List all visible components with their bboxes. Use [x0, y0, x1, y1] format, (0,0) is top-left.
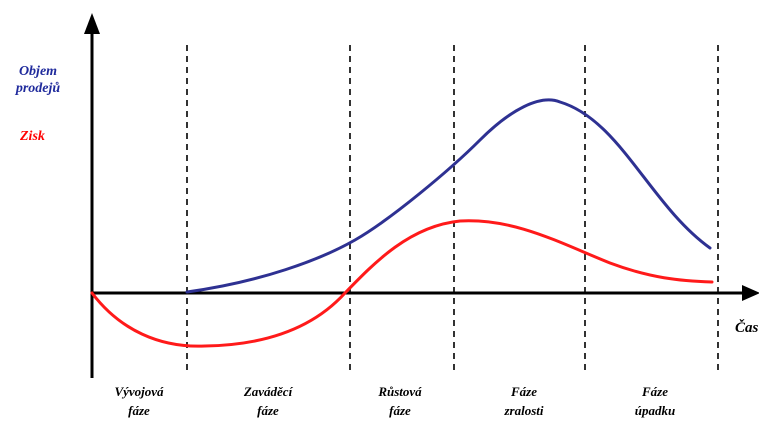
y-axis-arrow [84, 13, 100, 34]
phase-label-line1: Fáze [642, 384, 668, 399]
phase-label-line2: fáze [128, 403, 150, 418]
phase-label-decline: Fáze úpadku [635, 382, 675, 420]
sales-volume-curve [185, 98, 712, 294]
sales-volume-label-line1: Objem [18, 64, 58, 79]
phase-label-line2: zralosti [504, 403, 544, 418]
phase-label-line1: Vývojová [114, 384, 164, 399]
phase-label-maturity: Fáze zralosti [504, 382, 543, 420]
phase-label-line2: fáze [389, 403, 411, 418]
phase-label-line2: fáze [257, 403, 279, 418]
phase-label-introduction: Zaváděcí fáze [244, 382, 292, 420]
profit-label: Zisk [20, 129, 45, 144]
x-axis-arrow [742, 285, 759, 301]
phase-label-line1: Zaváděcí [243, 384, 293, 399]
phase-label-development: Vývojová fáze [114, 382, 163, 420]
phase-label-growth: Růstová fáze [378, 382, 421, 420]
phase-label-line1: Růstová [378, 384, 422, 399]
phase-label-line2: úpadku [634, 403, 676, 418]
sales-volume-label-line2: prodejů [15, 81, 61, 96]
phase-label-line1: Fáze [510, 384, 537, 399]
sales-volume-label: Objem prodejů [10, 63, 66, 97]
profit-curve [90, 219, 714, 348]
x-axis-label: Čas [735, 320, 759, 336]
